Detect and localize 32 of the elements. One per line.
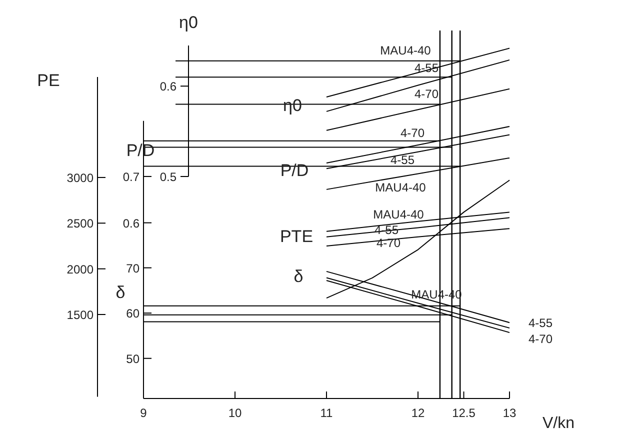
series-label: 4-70: [528, 332, 553, 346]
series-label: MAU4-40: [380, 44, 432, 58]
y2-tick-label: 0.7: [122, 170, 140, 184]
annotation: P/D: [280, 161, 309, 180]
x-axis-title: V/kn: [542, 415, 575, 432]
y-tick-label: 2500: [66, 216, 94, 231]
x-tick-label: 11: [320, 406, 334, 420]
y-axis-title: PE: [37, 71, 60, 90]
series-label: 4-70: [400, 126, 425, 140]
annotation: δ: [294, 267, 304, 286]
x-tick-label: 9: [140, 406, 148, 420]
x-tick-label: 10: [228, 406, 242, 420]
series-label: 4-70: [376, 236, 401, 250]
y3-tick-label: 70: [126, 261, 140, 276]
series-label: 4-55: [390, 153, 415, 167]
y-tick-label: 3000: [66, 170, 94, 185]
y2-tick-label: 0.6: [122, 216, 140, 230]
y3-tick-label: 60: [126, 306, 140, 321]
series-label: MAU4-40: [373, 208, 424, 222]
y3-axis-title: δ: [116, 283, 126, 302]
x-tick-label: 12.5: [452, 406, 476, 420]
y-axis-title: η0: [179, 13, 198, 32]
series-label: 4-70: [414, 87, 439, 101]
series-label: 4-55: [528, 316, 553, 330]
x-tick-label: 13: [502, 406, 516, 420]
y3-tick-label: 50: [126, 352, 140, 366]
y-tick-label: 2000: [66, 262, 94, 276]
y-tick-label: 0.5: [160, 170, 177, 184]
x-tick-label: 12: [411, 406, 425, 420]
annotation: PTE: [280, 227, 314, 246]
y-tick-label: 1500: [66, 308, 94, 322]
series-label: MAU4-40: [375, 180, 426, 194]
